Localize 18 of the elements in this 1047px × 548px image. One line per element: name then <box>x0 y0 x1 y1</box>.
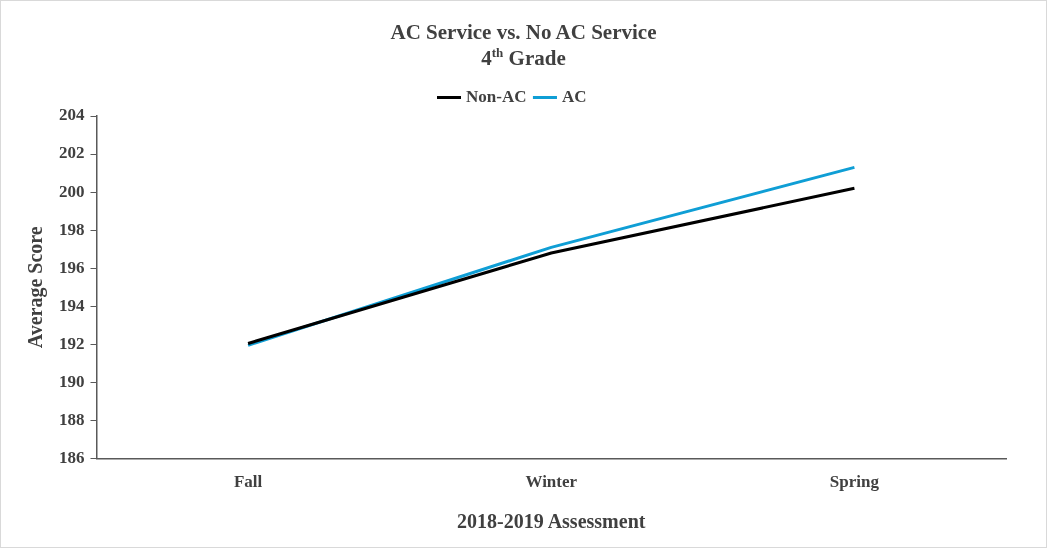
y-tick-label: 202 <box>59 143 85 163</box>
y-axis-title: Average Score <box>24 226 48 349</box>
x-axis-title: 2018-2019 Assessment <box>457 510 646 533</box>
legend-label: AC <box>561 86 587 106</box>
x-tick-label: Winter <box>525 472 578 492</box>
y-tick-label: 196 <box>59 257 85 277</box>
y-tick-label: 192 <box>59 333 85 353</box>
y-tick-label: 186 <box>59 447 85 467</box>
y-tick-label: 188 <box>59 409 85 429</box>
y-tick-label: 194 <box>59 295 85 315</box>
legend-label: Non-AC <box>466 86 527 106</box>
x-tick-label: Fall <box>233 472 263 492</box>
y-tick-label: 190 <box>59 371 85 391</box>
x-tick-label: Spring <box>829 472 880 492</box>
chart-title: AC Service vs. No AC Service 4$^{th}$ Grade <box>389 19 658 71</box>
y-tick-label: 198 <box>59 219 85 239</box>
y-tick-label: 204 <box>59 105 85 125</box>
y-tick-label: 200 <box>59 181 85 201</box>
